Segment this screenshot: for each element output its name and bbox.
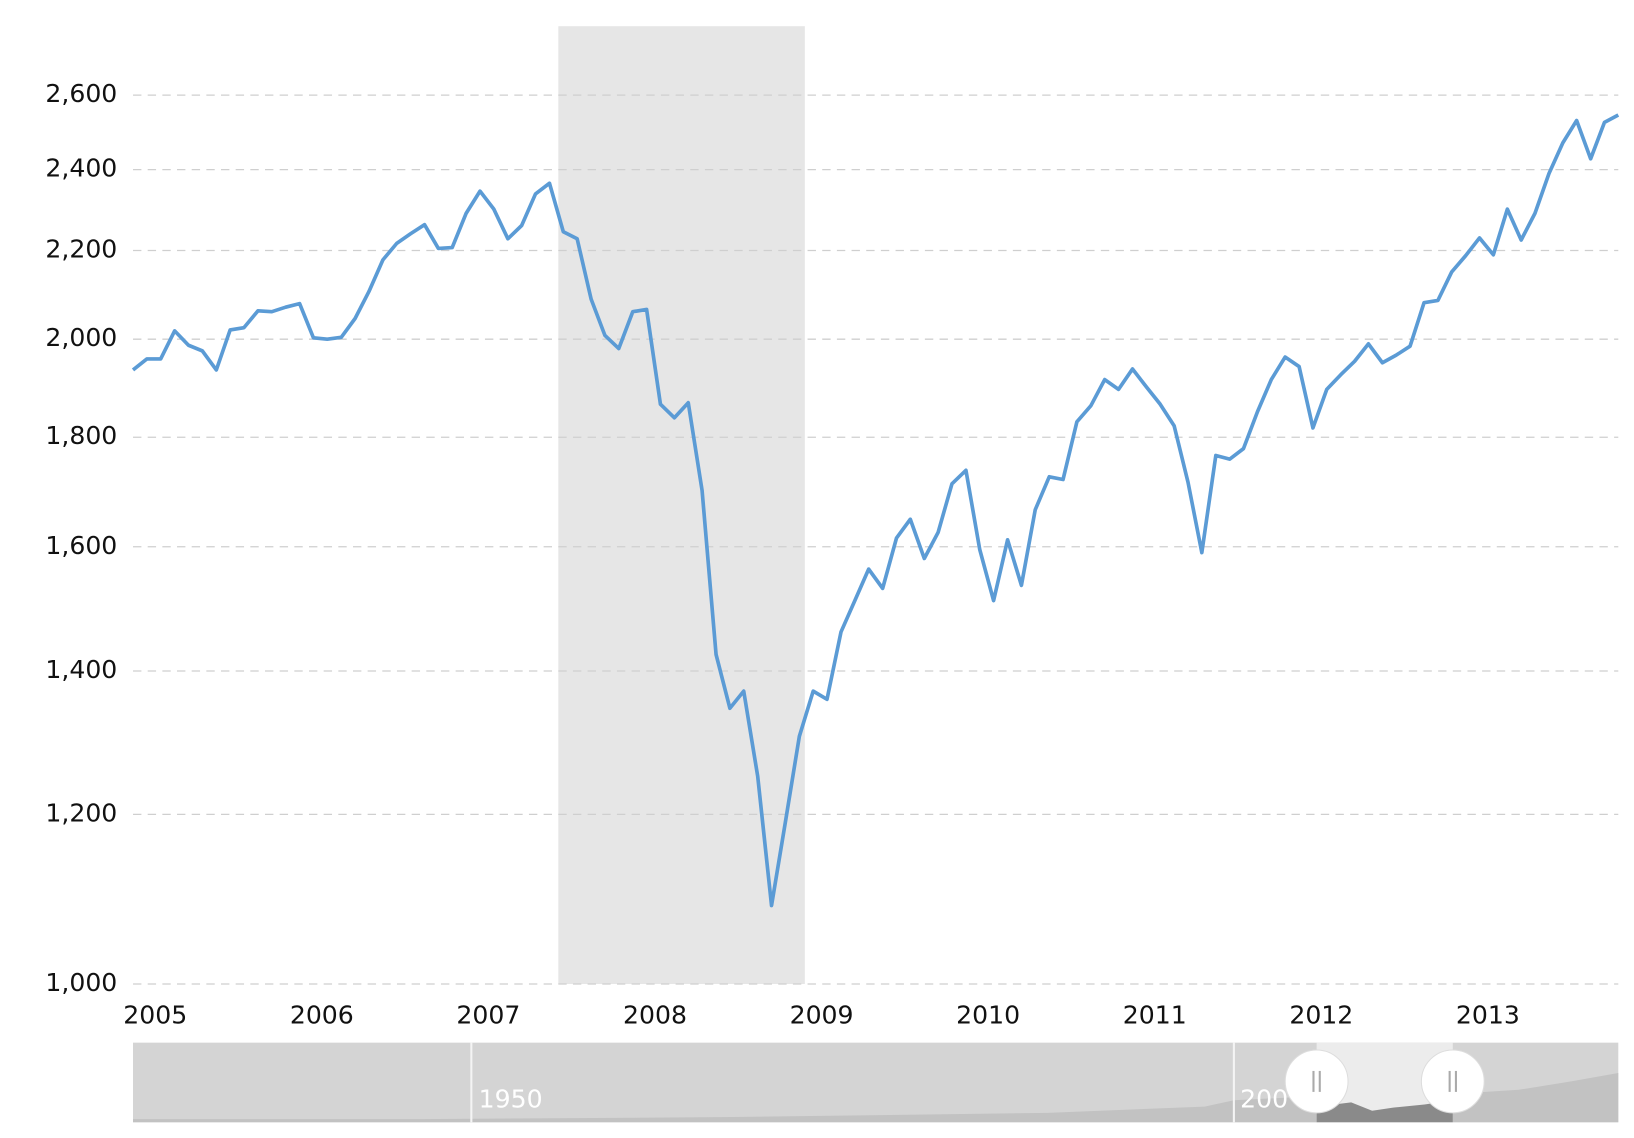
- x-tick-label: 2012: [1289, 1000, 1353, 1029]
- y-tick-label: 2,400: [45, 154, 117, 183]
- navigator-label: 1950: [479, 1084, 543, 1113]
- navigator-handle[interactable]: [1420, 1049, 1485, 1114]
- x-tick-label: 2010: [956, 1000, 1020, 1029]
- x-tick-label: 2011: [1123, 1000, 1187, 1029]
- x-tick-label: 2006: [290, 1000, 354, 1029]
- navigator-selected-silhouette: [1316, 1100, 1453, 1123]
- x-tick-label: 2008: [623, 1000, 687, 1029]
- y-tick-label: 1,600: [45, 531, 117, 560]
- y-tick-label: 2,000: [45, 323, 117, 352]
- x-tick-label: 2005: [123, 1000, 187, 1029]
- y-tick-label: 1,400: [45, 655, 117, 684]
- y-tick-label: 1,000: [45, 968, 117, 997]
- y-tick-label: 2,600: [45, 79, 117, 108]
- navigator-handle[interactable]: [1284, 1049, 1349, 1114]
- y-tick-label: 2,200: [45, 235, 117, 264]
- x-tick-label: 2007: [456, 1000, 520, 1029]
- navigator-label: 200: [1240, 1084, 1288, 1113]
- grid-layer: 1,000 1,200 1,400 1,600 1,800 2,000 2,200 2,400…: [45, 79, 1619, 1029]
- data-line: [131, 113, 1620, 908]
- line-layer: [131, 113, 1620, 908]
- y-tick-label: 1,200: [45, 798, 117, 827]
- x-tick-label: 2013: [1456, 1000, 1520, 1029]
- y-tick-label: 1,800: [45, 421, 117, 450]
- navigator[interactable]: 1950 200: [133, 1042, 1619, 1123]
- x-tick-label: 2009: [790, 1000, 854, 1029]
- navigator-silhouette: [133, 1073, 1619, 1123]
